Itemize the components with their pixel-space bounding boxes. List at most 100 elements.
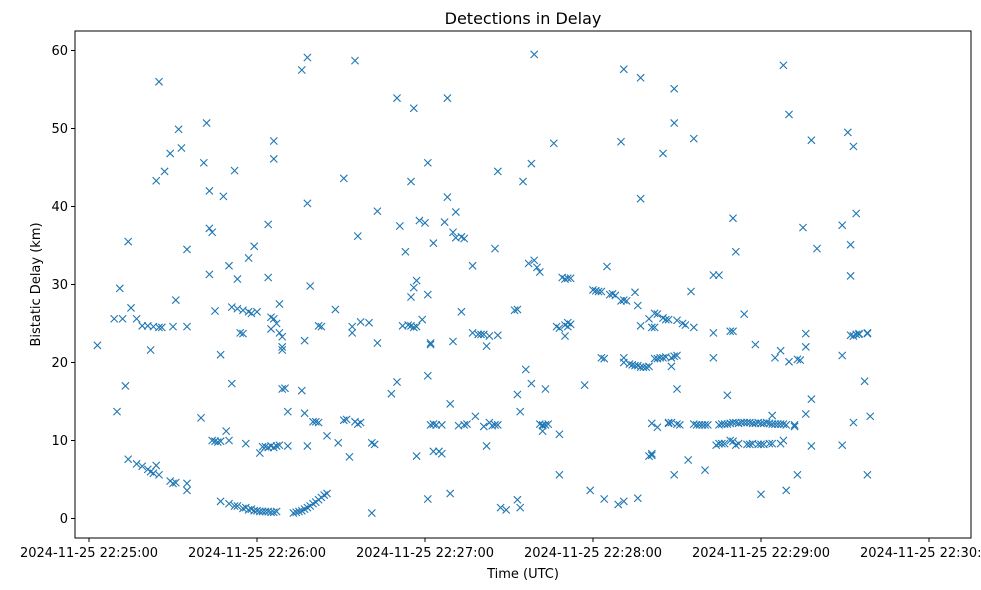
data-point-marker — [513, 495, 522, 504]
data-point-marker — [272, 507, 281, 516]
data-point-marker — [793, 470, 802, 479]
data-point-marker — [160, 167, 169, 176]
data-point-marker — [138, 462, 147, 471]
data-point-marker — [219, 192, 228, 201]
data-point-marker — [348, 322, 357, 331]
data-point-marker — [673, 351, 681, 360]
data-point-marker — [653, 310, 662, 319]
x-tick-label: 2024-11-25 22:29:00 — [692, 546, 830, 561]
data-point-marker — [225, 499, 233, 508]
data-point-marker — [785, 357, 793, 366]
data-point-marker — [342, 415, 351, 424]
data-point-marker — [460, 234, 469, 243]
data-point-marker — [541, 385, 550, 394]
data-point-marker — [331, 305, 340, 314]
data-point-marker — [339, 174, 348, 183]
data-point-marker — [283, 441, 292, 450]
data-point-marker — [132, 314, 141, 323]
data-point-marker — [594, 287, 603, 296]
data-point-marker — [673, 385, 681, 394]
data-point-marker — [731, 418, 740, 427]
data-point-marker — [751, 419, 760, 428]
data-point-marker — [603, 262, 611, 271]
data-point-marker — [754, 440, 763, 449]
data-point-marker — [177, 144, 186, 152]
data-point-marker — [281, 384, 289, 393]
data-point-marker — [600, 354, 609, 363]
data-point-marker — [297, 386, 306, 395]
data-point-marker — [849, 142, 858, 151]
data-point-marker — [799, 223, 807, 232]
data-point-marker — [446, 399, 455, 408]
y-tick-label: 30 — [51, 278, 68, 293]
data-point-marker — [619, 65, 628, 74]
data-point-marker — [171, 296, 180, 305]
data-point-marker — [353, 232, 362, 241]
data-point-marker — [303, 199, 312, 208]
data-point-marker — [659, 353, 667, 362]
data-point-marker — [633, 301, 642, 310]
data-point-marker — [491, 244, 499, 253]
data-point-marker — [393, 94, 401, 103]
data-point-marker — [731, 247, 740, 256]
data-point-marker — [838, 221, 847, 230]
data-point-marker — [701, 420, 709, 429]
data-point-marker — [849, 418, 858, 427]
data-point-marker — [429, 420, 438, 429]
data-point-marker — [241, 439, 250, 448]
data-point-marker — [519, 177, 527, 186]
data-point-marker — [740, 310, 749, 319]
data-point-marker — [216, 350, 225, 359]
y-axis-ticks: 0 10 20 30 40 50 60 — [51, 44, 75, 527]
data-point-marker — [759, 419, 768, 428]
data-point-marker — [300, 336, 309, 345]
data-point-marker — [855, 330, 863, 339]
data-point-marker — [709, 353, 718, 362]
data-point-marker — [785, 110, 793, 119]
data-point-marker — [689, 134, 698, 143]
data-point-marker — [852, 209, 861, 218]
data-point-marker — [645, 362, 653, 371]
data-point-marker — [723, 391, 732, 400]
data-point-marker — [664, 418, 673, 427]
data-point-marker — [527, 159, 536, 168]
data-point-marker — [233, 275, 242, 284]
x-tick-label: 2024-11-25 22:27:00 — [356, 546, 494, 561]
data-point-marker — [323, 431, 331, 440]
data-point-marker — [516, 503, 525, 512]
data-point-marker — [863, 328, 872, 337]
data-point-marker — [796, 356, 805, 365]
data-point-marker — [183, 479, 191, 488]
data-point-marker — [617, 296, 625, 305]
data-point-marker — [356, 317, 365, 326]
data-point-marker — [650, 309, 659, 318]
data-point-marker — [631, 288, 639, 297]
data-point-marker — [412, 452, 421, 461]
data-point-marker — [269, 154, 278, 163]
data-point-marker — [269, 136, 278, 145]
data-point-marker — [726, 327, 735, 336]
data-point-marker — [717, 420, 726, 429]
data-point-marker — [555, 430, 564, 439]
data-point-marker — [202, 119, 211, 128]
chart-title: Detections in Delay — [445, 9, 602, 28]
data-point-marker — [418, 315, 427, 324]
data-point-marker — [619, 497, 628, 506]
data-point-marker — [647, 323, 656, 332]
data-point-marker — [544, 420, 553, 429]
data-point-marker — [222, 427, 231, 436]
data-point-marker — [513, 390, 522, 399]
data-point-marker — [709, 328, 718, 337]
data-point-marker — [689, 323, 698, 332]
data-point-marker — [174, 125, 183, 134]
data-point-marker — [695, 420, 704, 429]
data-point-marker — [401, 247, 410, 256]
data-point-marker — [395, 222, 404, 230]
y-axis-label: Bistatic Delay (km) — [29, 222, 44, 346]
data-point-marker — [670, 352, 679, 361]
data-point-marker — [600, 495, 609, 503]
data-point-marker — [443, 94, 452, 103]
data-point-marker — [530, 50, 539, 59]
data-point-marker — [675, 420, 684, 429]
data-point-marker — [740, 418, 749, 427]
